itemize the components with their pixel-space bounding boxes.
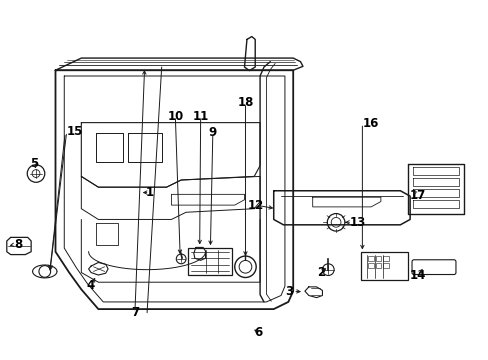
Text: 13: 13 [348, 216, 365, 229]
Bar [361, 252, 407, 280]
Text: 4: 4 [87, 279, 95, 292]
Text: 5: 5 [30, 157, 38, 170]
Bar [367, 263, 373, 268]
Text: 2: 2 [317, 266, 325, 279]
Text: 9: 9 [208, 126, 217, 139]
Text: 10: 10 [167, 110, 183, 123]
Text: 17: 17 [409, 189, 425, 202]
Text: 8: 8 [15, 238, 23, 251]
Text: 16: 16 [362, 117, 378, 130]
Bar [375, 256, 381, 261]
Text: 7: 7 [131, 306, 139, 319]
Text: 1: 1 [145, 186, 153, 199]
Text: 12: 12 [247, 199, 264, 212]
Text: 14: 14 [408, 269, 425, 282]
Text: 3: 3 [285, 285, 293, 298]
Text: 15: 15 [66, 125, 83, 138]
Bar [375, 263, 381, 268]
Bar [367, 256, 373, 261]
Text: 11: 11 [192, 110, 208, 123]
Bar [383, 256, 388, 261]
Bar [383, 263, 388, 268]
FancyBboxPatch shape [411, 260, 455, 275]
Text: 6: 6 [253, 326, 262, 339]
Text: 18: 18 [237, 96, 253, 109]
Bar [188, 248, 232, 275]
